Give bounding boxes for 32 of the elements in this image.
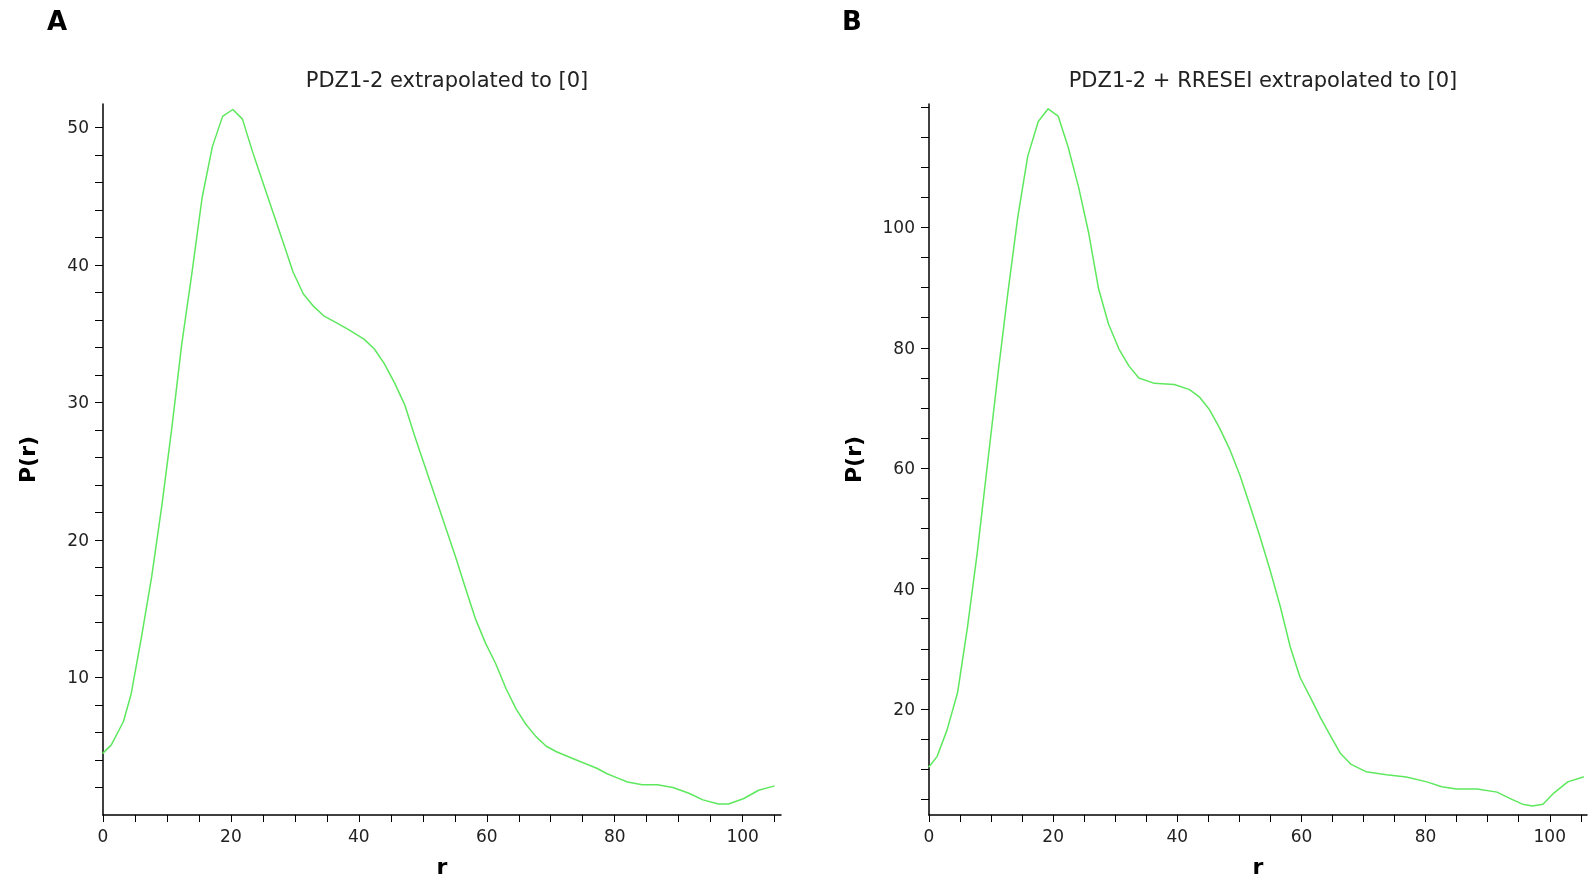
- y-tick-label: 20: [893, 699, 915, 720]
- y-tick-label: 60: [893, 458, 915, 479]
- x-tick-label: 20: [220, 825, 242, 846]
- y-tick-label: 10: [67, 667, 89, 688]
- y-axis-title: P(r): [840, 435, 866, 484]
- y-tick-label: 30: [67, 392, 89, 413]
- y-tick-label: 20: [67, 529, 89, 550]
- line-series: [928, 108, 1585, 807]
- x-tick-label: 80: [1414, 825, 1437, 846]
- x-axis-title: r: [436, 853, 448, 879]
- y-axis-title: P(r): [14, 435, 40, 484]
- x-tick-label: 80: [603, 825, 626, 846]
- x-tick-label: 100: [726, 825, 759, 846]
- y-tick-label: 40: [893, 578, 915, 599]
- line-series: [102, 108, 775, 805]
- y-tick-label: 80: [893, 337, 915, 358]
- x-tick-label: 20: [1042, 825, 1064, 846]
- y-tick-label: 40: [67, 254, 89, 275]
- y-tick-label: 50: [67, 117, 89, 138]
- x-tick-label: 40: [348, 825, 370, 846]
- x-tick-label: 0: [97, 825, 109, 846]
- x-tick-label: 60: [1290, 825, 1313, 846]
- x-tick-label: 60: [475, 825, 498, 846]
- x-axis-title: r: [1252, 853, 1264, 879]
- chart-title: PDZ1-2 + RRESEI extrapolated to [0]: [1068, 67, 1458, 92]
- chart-title: PDZ1-2 extrapolated to [0]: [305, 67, 589, 92]
- x-tick-label: 40: [1166, 825, 1189, 846]
- text: A: [47, 6, 68, 36]
- x-tick-label: 0: [923, 825, 935, 846]
- text: B: [842, 6, 862, 36]
- x-tick-label: 100: [1533, 825, 1566, 846]
- y-tick-label: 100: [882, 217, 915, 238]
